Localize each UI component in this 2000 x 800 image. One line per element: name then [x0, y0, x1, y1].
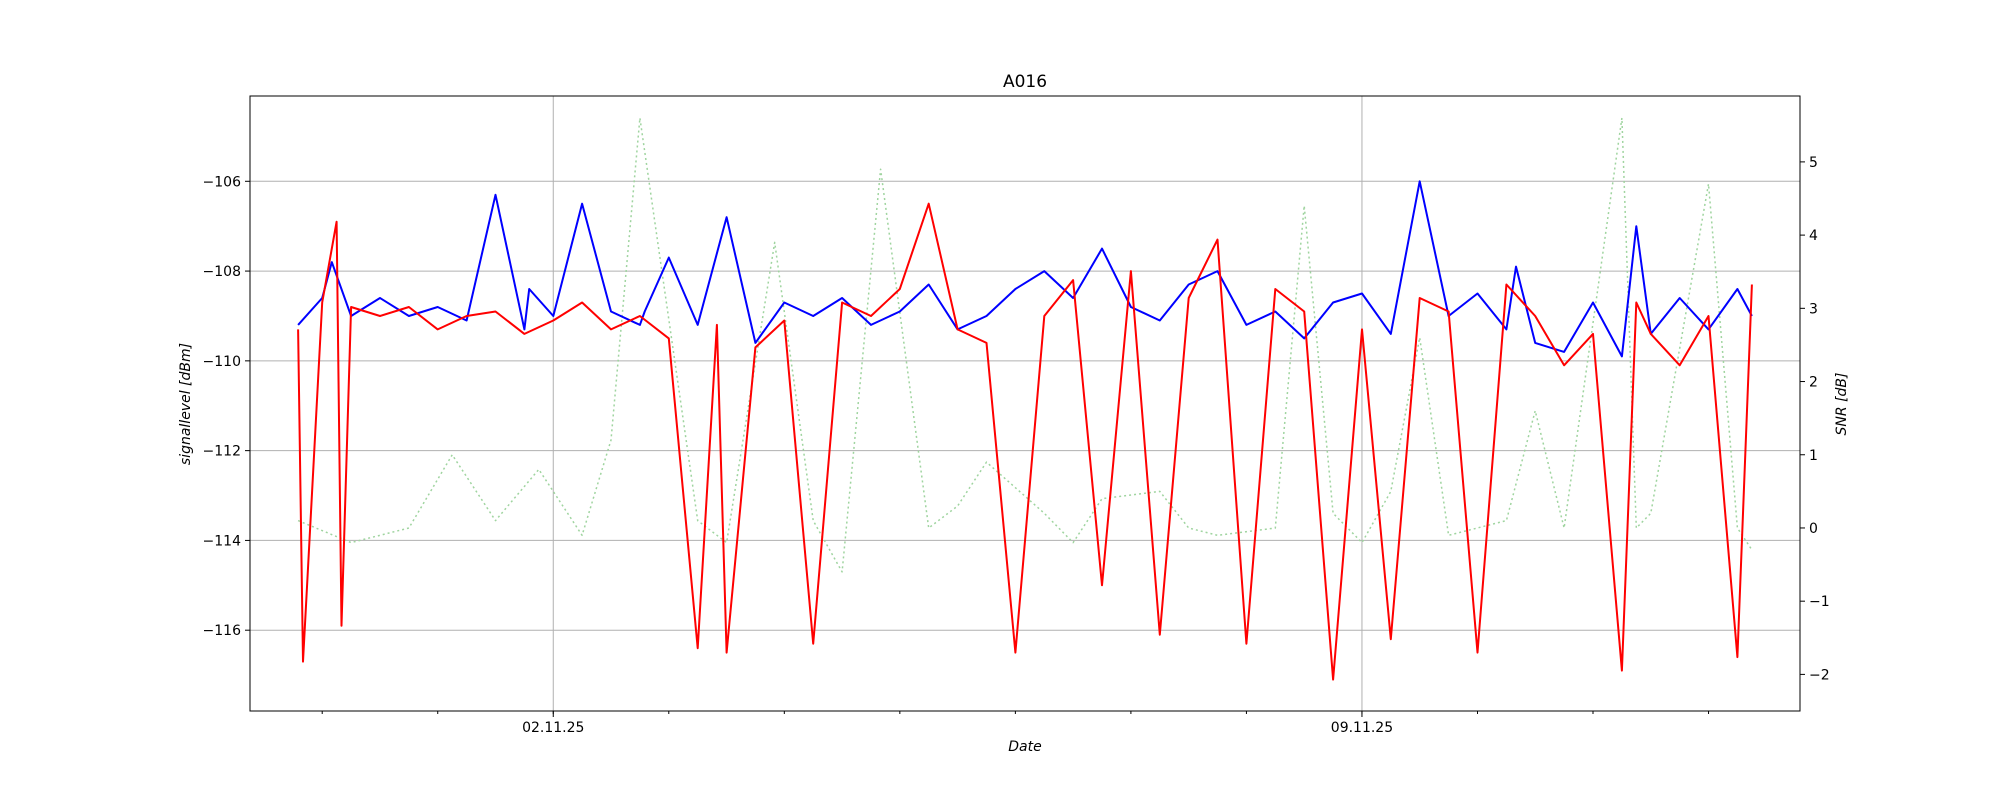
y-tick-label: −112: [203, 444, 241, 460]
y-tick-label: −110: [203, 354, 241, 370]
y2-tick-label: 0: [1809, 521, 1818, 537]
grid-lines: [250, 96, 1800, 711]
x-axis-label: Date: [1008, 739, 1041, 755]
y-tick-label: −114: [203, 533, 242, 549]
chart-title: A016: [1003, 72, 1047, 92]
x-tick-label: 02.11.25: [522, 720, 584, 736]
y2-tick-label: −1: [1809, 594, 1830, 610]
y2-axis-label: SNR [dB]: [1834, 373, 1850, 436]
y-tick-label: −108: [203, 264, 241, 280]
axes: −106 −108 −110 −112 −114 −116 5 4 3 2 1 0 −1 −2 02.11.…: [203, 155, 1830, 736]
plot-area-frame: [249, 95, 1801, 712]
y2-tick-label: 5: [1809, 155, 1818, 171]
series-1-line: [297, 202, 1753, 681]
y2-tick-label: 4: [1809, 228, 1818, 244]
y2-tick-label: 2: [1809, 375, 1818, 391]
y2-tick-label: 3: [1809, 301, 1818, 317]
y2-tick-label: 1: [1809, 448, 1818, 464]
y-tick-label: −116: [203, 623, 242, 639]
x-tick-label: 09.11.25: [1331, 720, 1393, 736]
y-tick-label: −106: [203, 174, 242, 190]
series-lines: [297, 117, 1753, 681]
y-axis-label: signallevel [dBm]: [178, 343, 194, 465]
series-0-line: [297, 180, 1753, 358]
y2-tick-label: −2: [1809, 667, 1830, 683]
series-2-line: [297, 117, 1753, 573]
